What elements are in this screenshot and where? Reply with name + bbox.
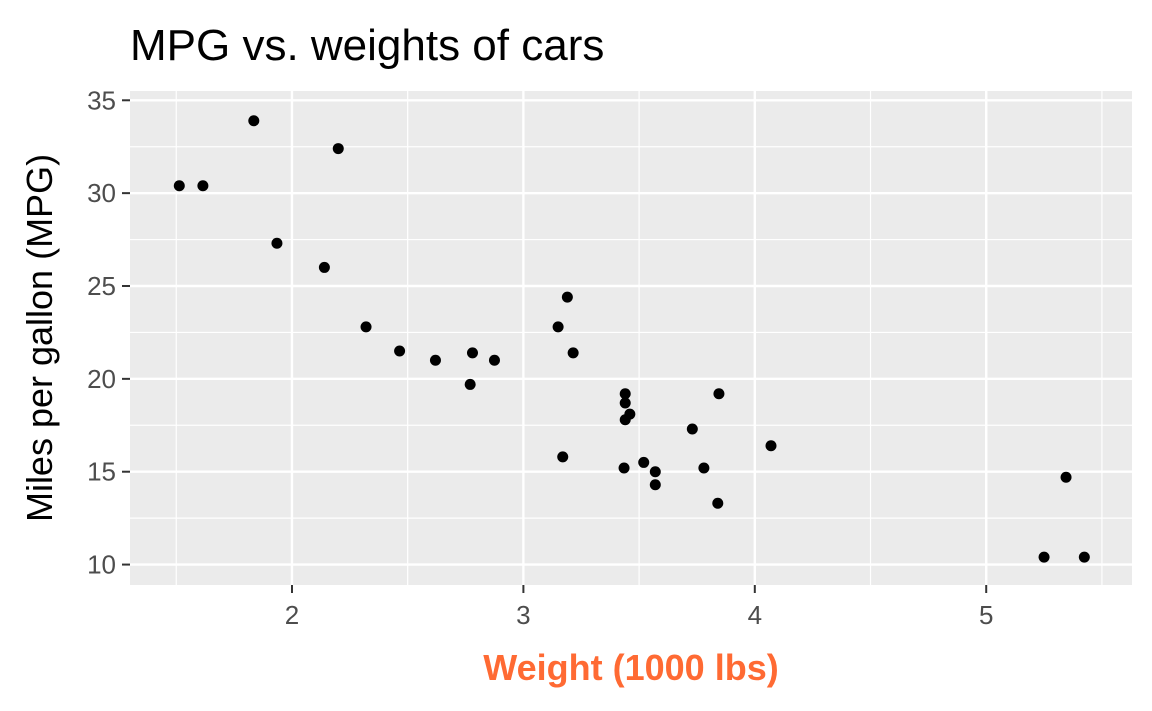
data-point	[713, 388, 725, 400]
data-point	[619, 397, 631, 409]
data-points	[173, 115, 1090, 563]
y-tick-label: 15	[87, 457, 116, 487]
y-tick-label: 30	[87, 178, 116, 208]
data-point	[765, 440, 777, 452]
data-point	[649, 479, 661, 491]
data-point	[1078, 551, 1090, 563]
data-point	[619, 414, 631, 426]
data-point	[488, 354, 500, 366]
y-tick-label: 10	[87, 550, 116, 580]
data-point	[557, 451, 569, 463]
major-gridlines	[130, 91, 1132, 585]
x-axis: 2 3 4 5	[285, 585, 993, 630]
data-point	[332, 143, 344, 155]
data-point	[686, 423, 698, 435]
data-point	[561, 291, 573, 303]
minor-gridlines	[130, 91, 1132, 585]
data-point	[698, 462, 710, 474]
chart-title: MPG vs. weights of cars	[130, 21, 604, 70]
data-point	[712, 497, 724, 509]
data-point	[567, 347, 579, 359]
data-point	[552, 321, 564, 333]
data-point	[173, 180, 185, 192]
x-tick-label: 3	[516, 600, 530, 630]
data-point	[618, 462, 630, 474]
data-point	[466, 347, 478, 359]
x-tick-label: 4	[748, 600, 762, 630]
data-point	[464, 378, 476, 390]
data-point	[1060, 471, 1072, 483]
data-point	[394, 345, 406, 357]
data-point	[619, 388, 631, 400]
y-tick-label: 35	[87, 85, 116, 115]
x-tick-label: 2	[285, 600, 299, 630]
data-point	[360, 321, 372, 333]
data-point	[248, 115, 260, 127]
data-point	[318, 261, 330, 273]
data-point	[638, 456, 650, 468]
y-axis-title: Miles per gallon (MPG)	[19, 154, 60, 522]
y-axis: 10 15 20 25 30 35	[87, 85, 130, 580]
y-tick-label: 25	[87, 271, 116, 301]
x-axis-title: Weight (1000 lbs)	[483, 647, 778, 688]
y-tick-label: 20	[87, 364, 116, 394]
x-tick-label: 5	[979, 600, 993, 630]
data-point	[649, 466, 661, 478]
plot-panel	[130, 91, 1132, 585]
data-point	[429, 354, 441, 366]
data-point	[1038, 551, 1050, 563]
data-point	[197, 180, 209, 192]
data-point	[271, 237, 283, 249]
